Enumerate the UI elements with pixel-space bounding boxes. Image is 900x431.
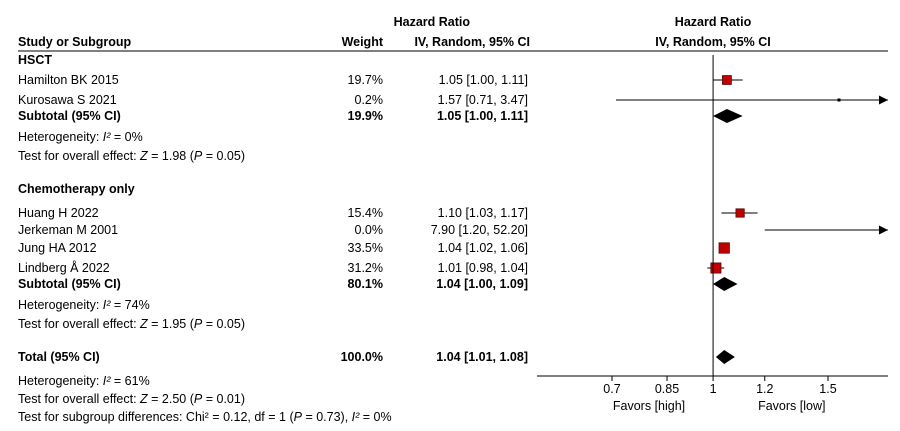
study-weight: 19.7% [348,73,383,87]
table-rows: HSCT Hamilton BK 2015 19.7% 1.05 [1.00, 1.1… [18,53,528,424]
subtotal-hsct-weight: 19.9% [348,109,383,123]
total-label: Total (95% CI) [18,350,100,364]
total-diamond [715,350,735,364]
plot-method-header: IV, Random, 95% CI [655,35,771,49]
study-label: Lindberg Å 2022 [18,260,110,275]
favors-right-label: Favors [low] [758,399,825,413]
study-ci: 1.10 [1.03, 1.17] [438,206,528,220]
x-tick-label: 0.7 [603,382,620,396]
study-point-marker [718,242,730,254]
study-label: Hamilton BK 2015 [18,73,119,87]
study-label: Jung HA 2012 [18,241,97,255]
study-ci-line-arrow [879,95,888,105]
subgroup-heading-hsct: HSCT [18,53,52,67]
study-label: Huang H 2022 [18,206,99,220]
study-point-marker [710,262,722,274]
subtotal-chemo-weight: 80.1% [348,277,383,291]
subtotal-chemo-ci: 1.04 [1.00, 1.09] [436,277,528,291]
heterogeneity-text: Heterogeneity: I² = 0% [18,130,143,144]
x-tick-label: 1 [710,382,717,396]
study-weight: 15.4% [348,206,383,220]
favors-left-label: Favors [high] [613,399,685,413]
study-label: Kurosawa S 2021 [18,93,117,107]
study-ci: 1.04 [1.02, 1.06] [438,241,528,255]
subgroup-differences-text: Test for subgroup differences: Chi² = 0.… [18,410,392,424]
study-label: Jerkeman M 2001 [18,223,118,237]
heterogeneity-text: Heterogeneity: I² = 61% [18,374,150,388]
study-ci: 1.01 [0.98, 1.04] [438,261,528,275]
study-weight: 33.5% [348,241,383,255]
subtotal-hsct-ci: 1.05 [1.00, 1.11] [437,109,528,123]
total-weight: 100.0% [341,350,383,364]
study-weight: 0.0% [355,223,384,237]
subgroup-heading-chemo: Chemotherapy only [18,182,135,196]
plot-title: Hazard Ratio [675,15,752,29]
subtotal-chemo-diamond [713,277,738,291]
overall-effect-text: Test for overall effect: Z = 1.98 (P = 0… [18,149,245,163]
x-tick-label: 0.85 [655,382,679,396]
plot-area [616,55,888,376]
subtotal-hsct-diamond [713,109,743,123]
subtotal-hsct-label: Subtotal (95% CI) [18,109,121,123]
study-ci: 1.57 [0.71, 3.47] [438,93,528,107]
weight-column-header: Weight [342,35,384,49]
study-column-header: Study or Subgroup [18,35,132,49]
heterogeneity-text: Heterogeneity: I² = 74% [18,298,150,312]
study-ci: 7.90 [1.20, 52.20] [431,223,528,237]
study-ci: 1.05 [1.00, 1.11] [439,73,528,87]
study-ci-line-arrow [879,225,888,235]
study-point-marker [722,75,732,85]
hr-method-header: IV, Random, 95% CI [414,35,530,49]
study-weight: 0.2% [355,93,384,107]
x-axis: 0.7 0.85 1 1.2 1.5 Favors [high] Favors [low] [537,375,888,413]
overall-effect-text: Test for overall effect: Z = 2.50 (P = 0… [18,392,245,406]
x-tick-label: 1.5 [819,382,836,396]
subtotal-chemo-label: Subtotal (95% CI) [18,277,121,291]
total-ci: 1.04 [1.01, 1.08] [436,350,528,364]
hazard-ratio-header: Hazard Ratio [394,15,471,29]
x-tick-label: 1.2 [756,382,773,396]
overall-effect-text: Test for overall effect: Z = 1.95 (P = 0… [18,317,245,331]
study-point-marker [837,98,841,102]
study-weight: 31.2% [348,261,383,275]
study-point-marker [735,208,745,218]
